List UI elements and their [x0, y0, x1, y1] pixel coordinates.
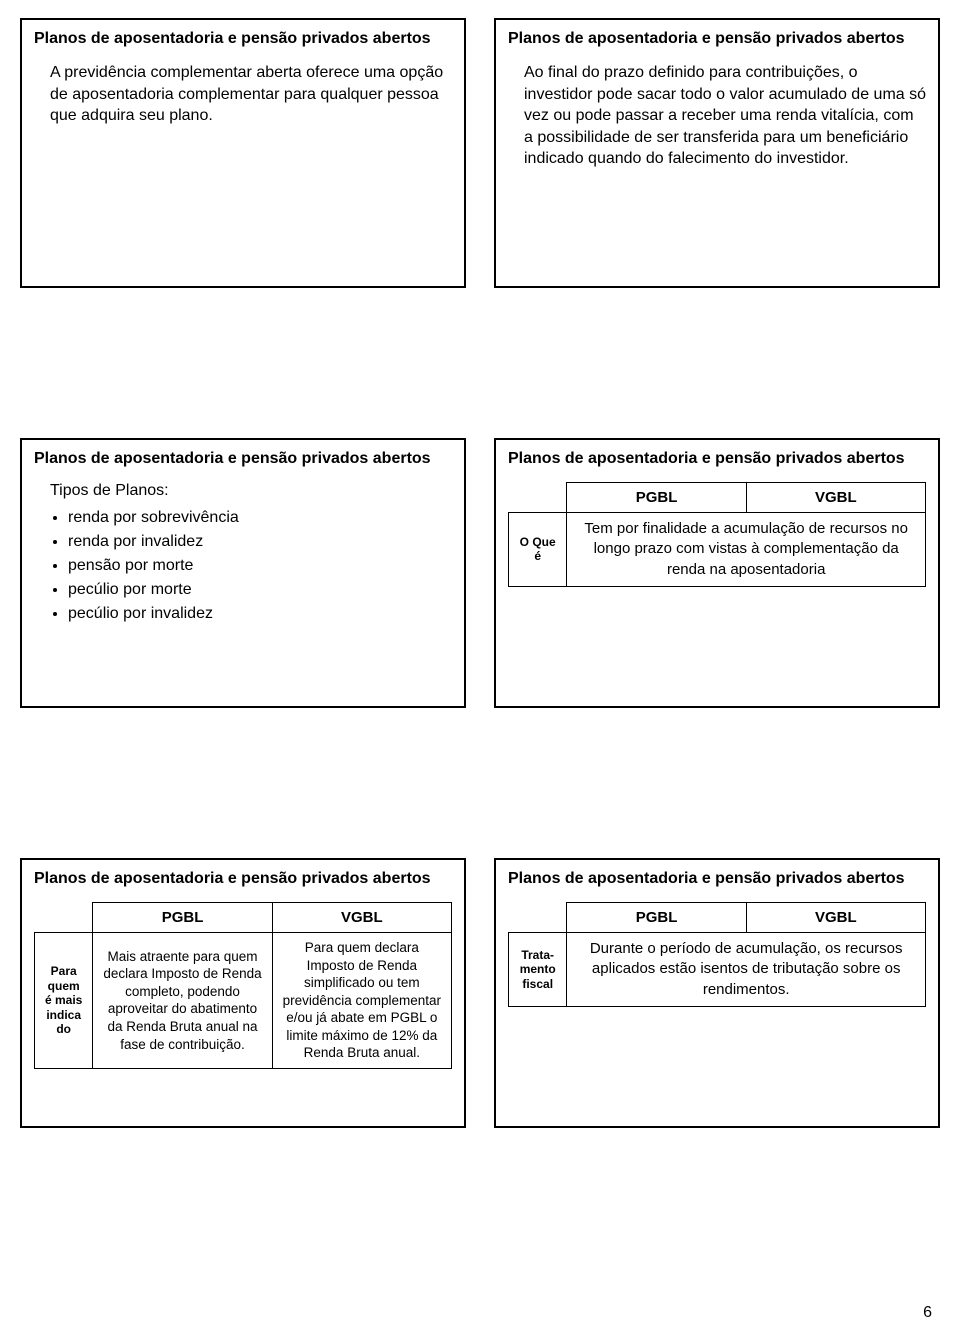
col-vgbl: VGBL: [746, 483, 925, 513]
panel-5: Planos de aposentadoria e pensão privado…: [20, 858, 466, 1128]
page-number: 6: [923, 1304, 932, 1322]
table-corner: [509, 483, 567, 513]
col-pgbl: PGBL: [567, 903, 746, 933]
panel-title: Planos de aposentadoria e pensão privado…: [34, 30, 452, 48]
row-label: Para quem é mais indica do: [35, 933, 93, 1069]
col-pgbl: PGBL: [567, 483, 746, 513]
col-vgbl: VGBL: [746, 903, 925, 933]
panel-4: Planos de aposentadoria e pensão privado…: [494, 438, 940, 708]
panel-2-text: Ao final do prazo definido para contribu…: [524, 62, 926, 170]
panel-3-subhead: Tipos de Planos:: [50, 482, 452, 500]
table-para-quem: PGBL VGBL Para quem é mais indica do Mai…: [34, 902, 452, 1069]
col-pgbl: PGBL: [93, 903, 272, 933]
cell-vgbl: Para quem declara Imposto de Renda simpl…: [272, 933, 451, 1069]
merged-cell: Tem por finalidade a acumulação de recur…: [567, 513, 926, 587]
panel-3-list: renda por sobrevivência renda por invali…: [50, 506, 452, 626]
panel-title: Planos de aposentadoria e pensão privado…: [508, 450, 926, 468]
list-item: renda por sobrevivência: [68, 506, 452, 530]
table-tratamento-fiscal: PGBL VGBL Trata- mento fiscal Durante o …: [508, 902, 926, 1007]
panel-6: Planos de aposentadoria e pensão privado…: [494, 858, 940, 1128]
list-item: renda por invalidez: [68, 530, 452, 554]
panel-3: Planos de aposentadoria e pensão privado…: [20, 438, 466, 708]
panel-title: Planos de aposentadoria e pensão privado…: [34, 450, 452, 468]
table-o-que-e: PGBL VGBL O Que é Tem por finalidade a a…: [508, 482, 926, 587]
list-item: pecúlio por invalidez: [68, 602, 452, 626]
panel-title: Planos de aposentadoria e pensão privado…: [508, 870, 926, 888]
panel-1-text: A previdência complementar aberta oferec…: [50, 62, 452, 127]
row-label: O Que é: [509, 513, 567, 587]
row-label: Trata- mento fiscal: [509, 933, 567, 1007]
table-corner: [509, 903, 567, 933]
col-vgbl: VGBL: [272, 903, 451, 933]
panel-title: Planos de aposentadoria e pensão privado…: [34, 870, 452, 888]
merged-cell: Durante o período de acumulação, os recu…: [567, 933, 926, 1007]
panel-1: Planos de aposentadoria e pensão privado…: [20, 18, 466, 288]
table-corner: [35, 903, 93, 933]
panels-grid: Planos de aposentadoria e pensão privado…: [20, 18, 940, 1128]
panel-title: Planos de aposentadoria e pensão privado…: [508, 30, 926, 48]
panel-2: Planos de aposentadoria e pensão privado…: [494, 18, 940, 288]
list-item: pensão por morte: [68, 554, 452, 578]
cell-pgbl: Mais atraente para quem declara Imposto …: [93, 933, 272, 1069]
list-item: pecúlio por morte: [68, 578, 452, 602]
